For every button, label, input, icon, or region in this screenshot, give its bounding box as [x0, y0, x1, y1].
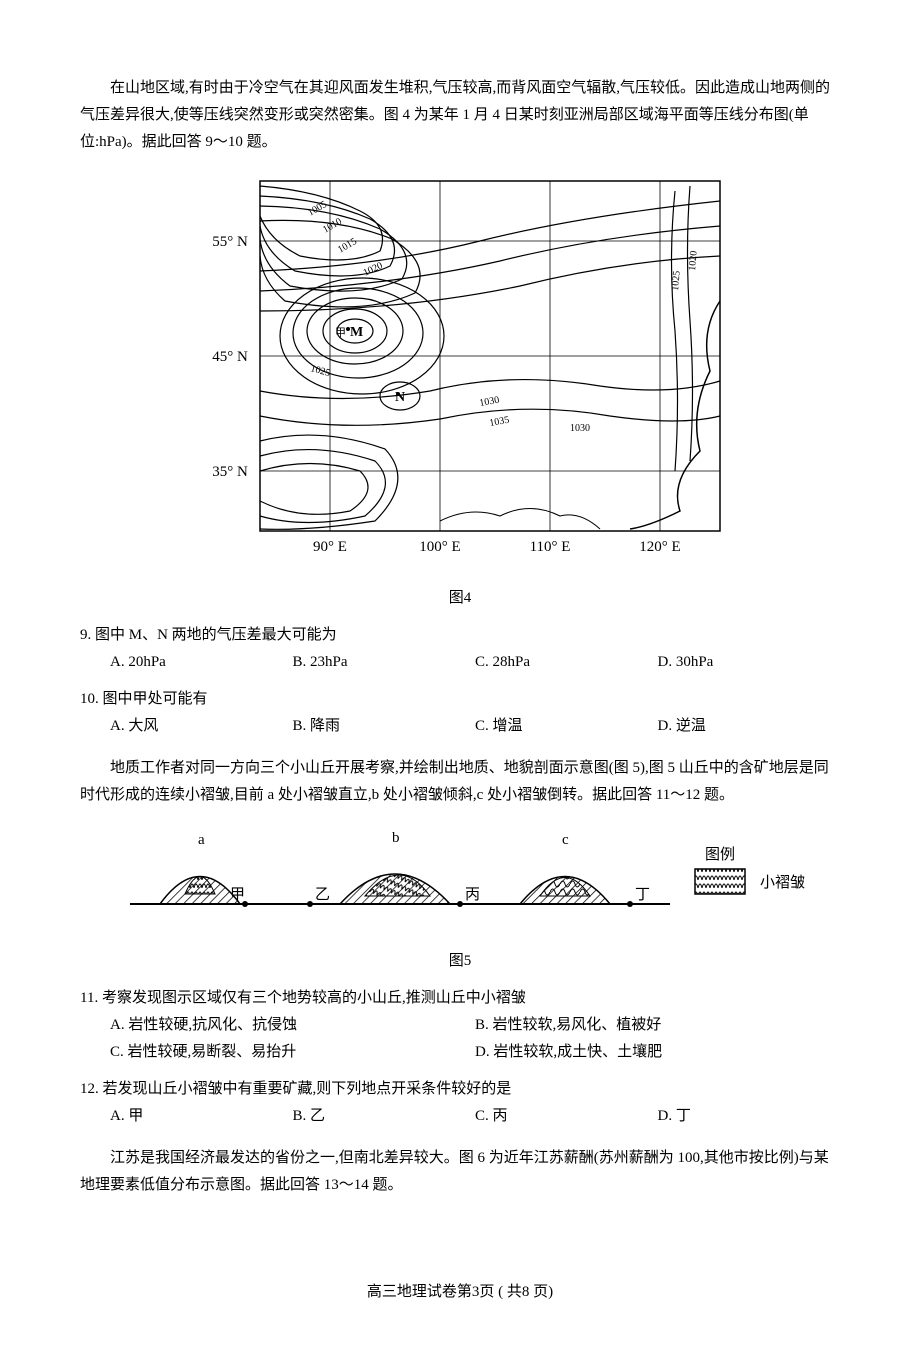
- question-9: 9. 图中 M、N 两地的气压差最大可能为 A. 20hPa B. 23hPa …: [80, 622, 840, 676]
- iso-1025b: 1025: [670, 270, 683, 291]
- q9-opt-c: C. 28hPa: [475, 649, 658, 676]
- lat-45: 45° N: [212, 349, 248, 365]
- lat-55: 55° N: [212, 234, 248, 250]
- q9-opt-d: D. 30hPa: [658, 649, 841, 676]
- passage-3: 江苏是我国经济最发达的省份之一,但南北差异较大。图 6 为近年江苏薪酬(苏州薪酬…: [80, 1145, 840, 1199]
- q11-opt-a: A. 岩性较硬,抗风化、抗侵蚀: [110, 1012, 475, 1039]
- question-12: 12. 若发现山丘小褶皱中有重要矿藏,则下列地点开采条件较好的是 A. 甲 B.…: [80, 1076, 840, 1130]
- lon-120: 120° E: [639, 539, 680, 555]
- question-10: 10. 图中甲处可能有 A. 大风 B. 降雨 C. 增温 D. 逆温: [80, 686, 840, 740]
- q10-opt-c: C. 增温: [475, 713, 658, 740]
- point-ding: 丁: [635, 887, 650, 903]
- lon-110: 110° E: [530, 539, 571, 555]
- q12-opt-b: B. 乙: [293, 1103, 476, 1130]
- passage-1: 在山地区域,有时由于冷空气在其迎风面发生堆积,气压较高,而背风面空气辐散,气压较…: [80, 75, 840, 156]
- point-jia-hidden: 甲: [335, 327, 346, 339]
- q12-opt-d: D. 丁: [658, 1103, 841, 1130]
- q9-stem: 9. 图中 M、N 两地的气压差最大可能为: [80, 622, 840, 649]
- figure5-caption: 图5: [80, 948, 840, 975]
- hill-b-label: b: [392, 830, 400, 846]
- q10-stem: 10. 图中甲处可能有: [80, 686, 840, 713]
- isobar-map: 55° N 45° N 35° N 90° E 100° E 110° E 12…: [180, 171, 740, 571]
- lat-35: 35° N: [212, 464, 248, 480]
- point-n: N: [395, 390, 405, 405]
- q12-opt-c: C. 丙: [475, 1103, 658, 1130]
- question-11: 11. 考察发现图示区域仅有三个地势较高的小山丘,推测山丘中小褶皱 A. 岩性较…: [80, 985, 840, 1066]
- legend-label: 小褶皱: [760, 874, 805, 891]
- lon-90: 90° E: [313, 539, 347, 555]
- lon-100: 100° E: [419, 539, 460, 555]
- legend-title: 图例: [705, 846, 735, 863]
- point-bing: 丙: [465, 887, 480, 903]
- q11-opt-c: C. 岩性较硬,易断裂、易抬升: [110, 1039, 475, 1066]
- hill-c-label: c: [562, 832, 569, 848]
- passage-2: 地质工作者对同一方向三个小山丘开展考察,并绘制出地质、地貌剖面示意图(图 5),…: [80, 755, 840, 809]
- q9-opt-a: A. 20hPa: [110, 649, 293, 676]
- q12-opt-a: A. 甲: [110, 1103, 293, 1130]
- cross-section: a 甲 乙 b 丙 c 丁 图例 小褶皱: [110, 824, 810, 934]
- hill-a-label: a: [198, 832, 205, 848]
- q10-opt-b: B. 降雨: [293, 713, 476, 740]
- q9-opt-b: B. 23hPa: [293, 649, 476, 676]
- q11-opt-b: B. 岩性较软,易风化、植被好: [475, 1012, 840, 1039]
- figure4-caption: 图4: [80, 585, 840, 612]
- q12-stem: 12. 若发现山丘小褶皱中有重要矿藏,则下列地点开采条件较好的是: [80, 1076, 840, 1103]
- figure-5: a 甲 乙 b 丙 c 丁 图例 小褶皱 图5: [80, 824, 840, 975]
- q11-opt-d: D. 岩性较软,成土快、土壤肥: [475, 1039, 840, 1066]
- figure-4: 55° N 45° N 35° N 90° E 100° E 110° E 12…: [80, 171, 840, 612]
- q11-stem: 11. 考察发现图示区域仅有三个地势较高的小山丘,推测山丘中小褶皱: [80, 985, 840, 1012]
- point-yi: 乙: [315, 887, 330, 903]
- q10-opt-d: D. 逆温: [658, 713, 841, 740]
- q10-opt-a: A. 大风: [110, 713, 293, 740]
- iso-1020b: 1020: [687, 250, 700, 271]
- point-m: M: [350, 325, 363, 340]
- iso-1030b: 1030: [570, 423, 590, 434]
- point-jia: 甲: [230, 887, 245, 903]
